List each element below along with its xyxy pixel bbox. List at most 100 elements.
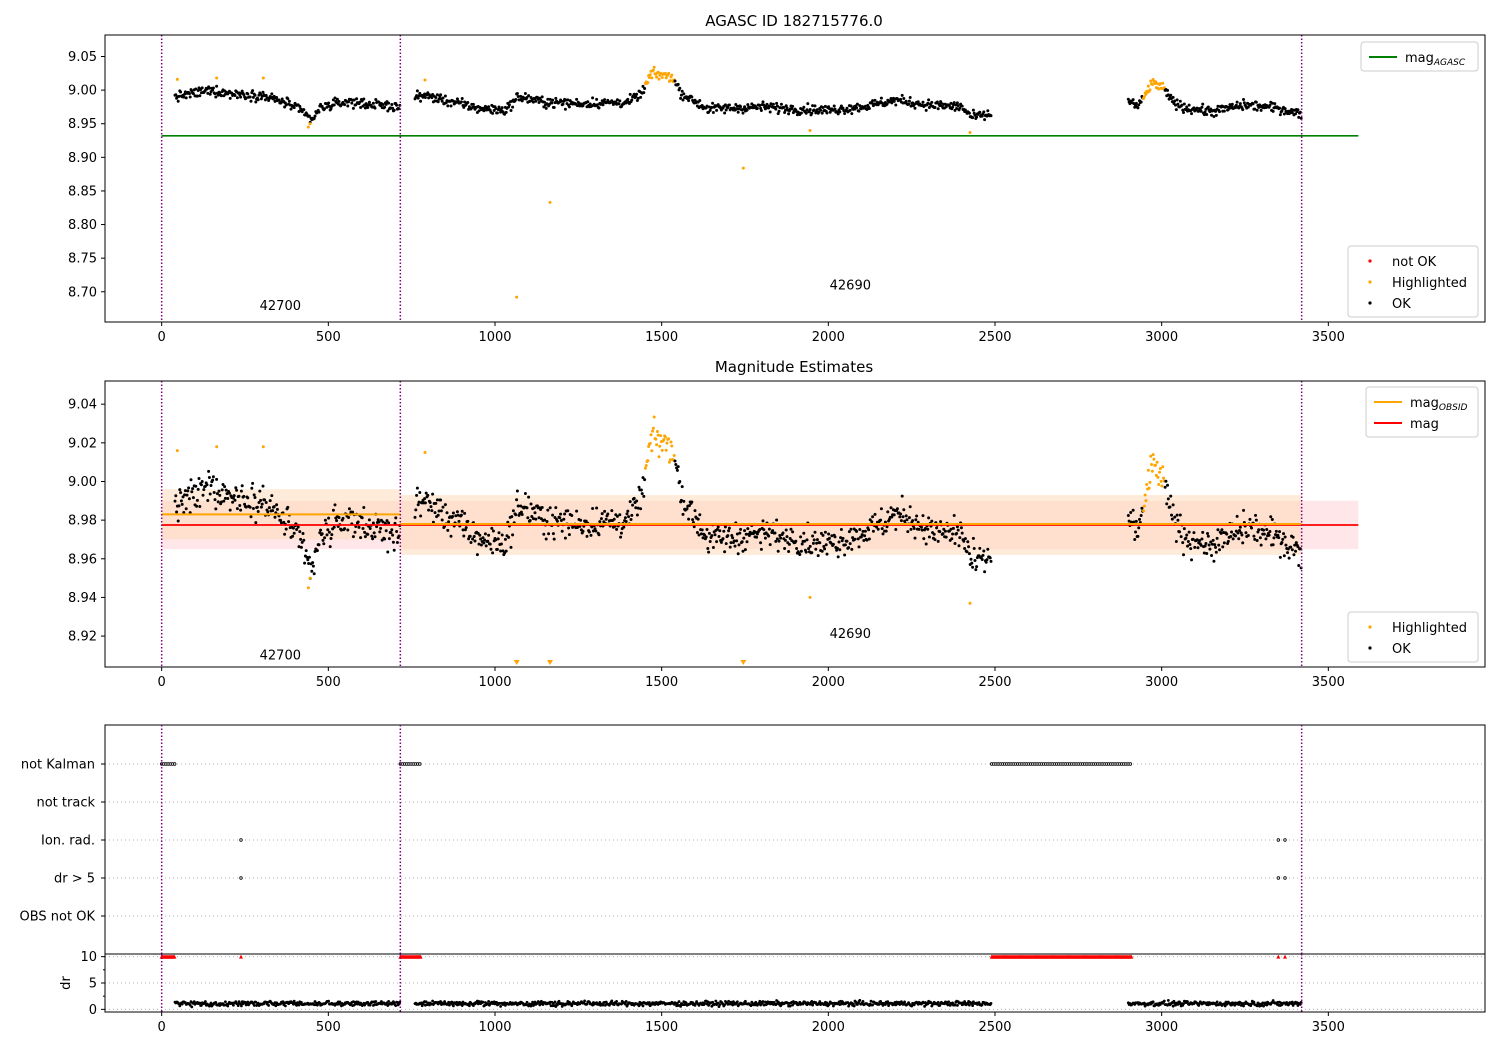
- data-point: [1182, 553, 1186, 557]
- data-point: [829, 541, 833, 545]
- data-point: [431, 492, 435, 496]
- data-point: [1207, 543, 1211, 547]
- data-point: [955, 525, 959, 529]
- data-point: [434, 501, 438, 505]
- data-point: [534, 517, 538, 521]
- data-point: [270, 494, 274, 498]
- data-point: [1215, 536, 1219, 540]
- data-point: [855, 529, 859, 533]
- data-point: [832, 104, 836, 108]
- data-point: [1264, 537, 1268, 541]
- data-point: [594, 529, 598, 533]
- data-point: [643, 466, 647, 470]
- data-point: [546, 508, 550, 512]
- data-point: [1174, 539, 1178, 543]
- data-point: [982, 110, 986, 114]
- data-point: [1229, 535, 1233, 539]
- data-point: [663, 435, 667, 439]
- data-point: [971, 116, 975, 120]
- data-point: [587, 530, 591, 534]
- x-tick-label: 3000: [1145, 1020, 1178, 1035]
- data-point: [1146, 84, 1150, 88]
- data-point: [628, 500, 632, 504]
- x-tick-label: 500: [316, 1020, 341, 1035]
- data-point: [1150, 463, 1154, 467]
- data-point: [687, 517, 691, 521]
- data-point: [503, 537, 507, 541]
- data-point: [932, 532, 936, 536]
- data-point: [690, 500, 694, 504]
- data-point: [818, 541, 822, 545]
- data-point: [1225, 532, 1229, 536]
- data-point: [933, 538, 937, 542]
- data-point: [821, 533, 825, 537]
- data-point: [727, 529, 731, 533]
- y-tick-label: 9.04: [68, 398, 97, 413]
- data-point: [1221, 545, 1225, 549]
- data-point: [1265, 528, 1269, 532]
- data-point: [246, 92, 250, 96]
- data-point: [566, 509, 570, 513]
- data-point: [1134, 530, 1138, 534]
- data-point: [614, 100, 618, 104]
- data-point: [563, 107, 567, 111]
- data-point: [305, 555, 309, 559]
- data-point: [486, 539, 490, 543]
- data-point: [775, 104, 779, 108]
- dr-point: [450, 1000, 454, 1004]
- data-point: [692, 525, 696, 529]
- data-point: [547, 532, 551, 536]
- data-point: [1272, 536, 1276, 540]
- data-point: [885, 102, 889, 106]
- data-point: [1182, 527, 1186, 531]
- data-point: [439, 498, 443, 502]
- data-point: [755, 535, 759, 539]
- data-point: [436, 100, 440, 104]
- data-point: [606, 512, 610, 516]
- data-point: [906, 530, 910, 534]
- data-point: [870, 520, 874, 524]
- data-point: [266, 510, 270, 514]
- data-point: [196, 487, 200, 491]
- data-point: [426, 493, 430, 497]
- data-point: [807, 547, 811, 551]
- data-point: [323, 536, 327, 540]
- dr-point: [495, 1001, 498, 1004]
- dr-point: [327, 999, 330, 1003]
- data-point: [562, 517, 566, 521]
- data-point: [519, 94, 523, 98]
- data-point: [492, 108, 496, 112]
- data-point: [1169, 494, 1173, 498]
- data-point: [307, 562, 311, 566]
- data-point: [279, 518, 283, 522]
- data-point: [794, 539, 798, 543]
- data-point: [941, 532, 945, 536]
- data-point: [1274, 533, 1278, 537]
- data-point: [1195, 538, 1199, 542]
- panel4-axes: 0 500 1000 1500 2000 2500 3000 3500 0 5 10: [80, 950, 1486, 1035]
- data-point: [1137, 526, 1141, 530]
- panel3-flag-points: [159, 762, 1287, 880]
- data-point: [1209, 540, 1213, 544]
- flag-point: [239, 876, 243, 880]
- data-point: [1146, 468, 1150, 472]
- dr-point: [1265, 1003, 1269, 1007]
- data-point: [550, 101, 554, 105]
- data-point: [627, 515, 631, 519]
- dr-clipped-marker: [1283, 954, 1287, 959]
- data-point: [972, 546, 976, 550]
- data-point: [819, 108, 823, 112]
- data-point: [787, 550, 791, 554]
- data-point: [926, 527, 930, 531]
- data-point: [207, 475, 211, 479]
- highlighted-point: [308, 576, 312, 580]
- legend-label: Highlighted: [1392, 276, 1467, 291]
- data-point: [1234, 534, 1238, 538]
- data-point: [1184, 536, 1188, 540]
- data-point: [956, 528, 960, 532]
- data-point: [1175, 513, 1179, 517]
- data-point: [659, 434, 663, 438]
- data-point: [776, 112, 780, 116]
- y-tick-label: 8.96: [68, 552, 97, 567]
